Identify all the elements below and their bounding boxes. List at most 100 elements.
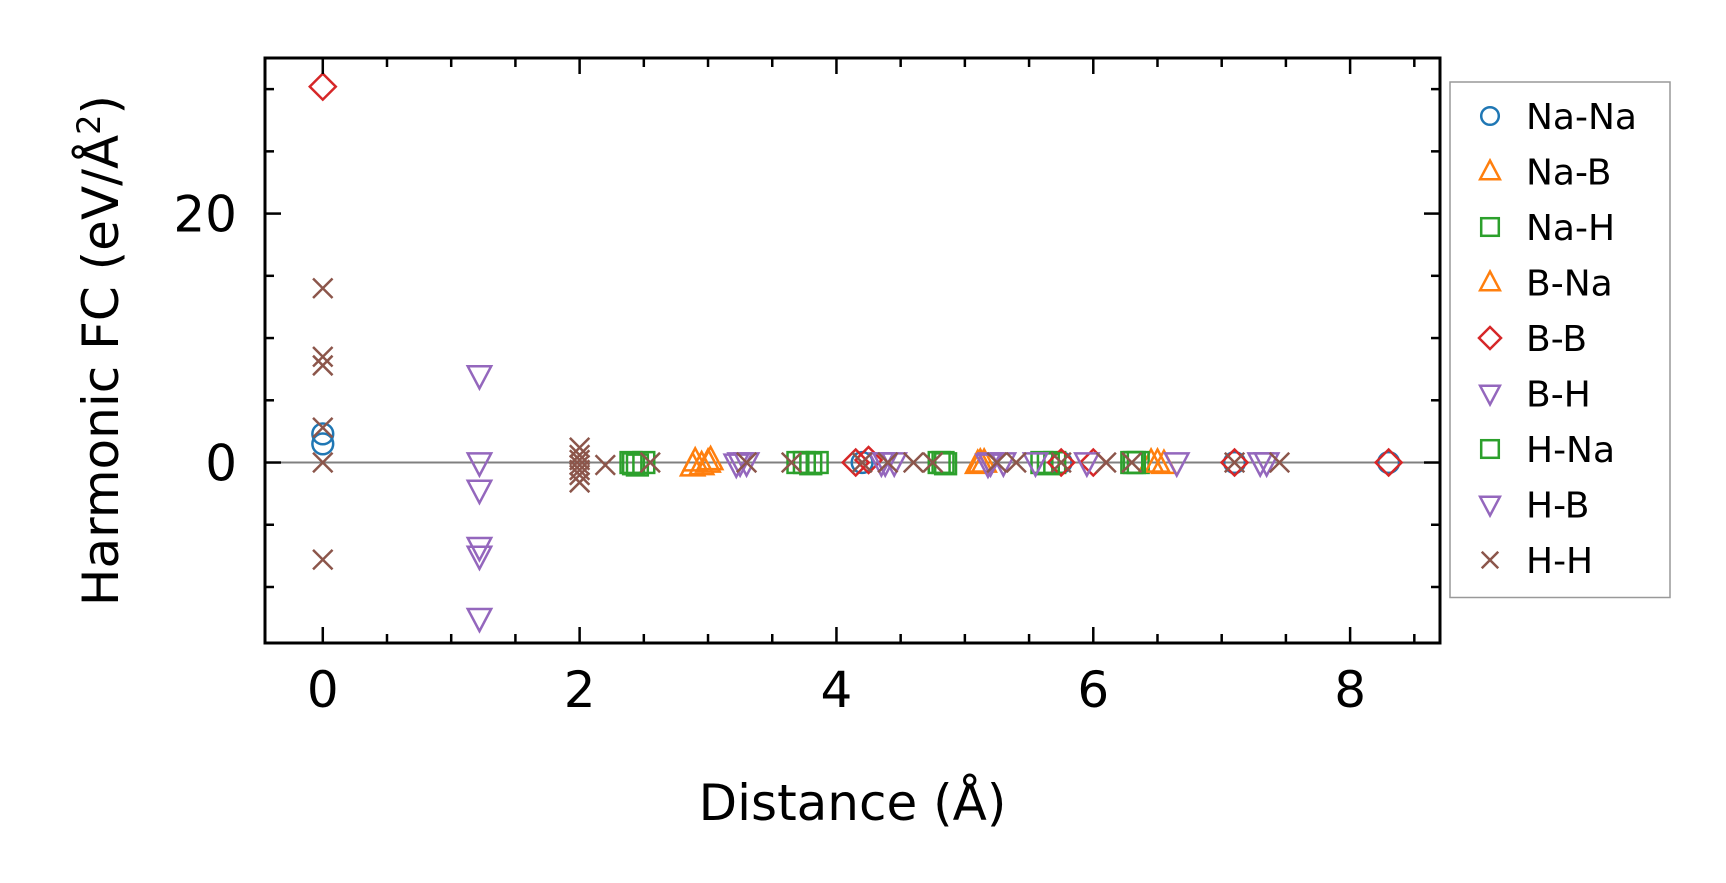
data-point-b-h — [465, 479, 494, 506]
data-point-h-b — [1252, 452, 1281, 479]
plot-area-frame — [263, 56, 1442, 645]
data-point-h-h — [312, 548, 334, 571]
data-point-b-na — [1143, 446, 1172, 473]
tick-labels: 0 2 4 6 8 0 20 — [173, 186, 1366, 719]
data-point-h-h — [568, 471, 591, 494]
data-point-h-na — [792, 450, 816, 475]
x-tick-label: 4 — [821, 661, 853, 719]
legend-item-h-na: H-Na — [1479, 430, 1615, 471]
legend-item-h-h: H-H — [1480, 541, 1593, 582]
data-point-h-h — [568, 444, 591, 466]
legend: Na-Na Na-B Na-H B-Na B-B B-H H-Na H-B H-H — [1449, 81, 1671, 599]
data-point-h-h — [1005, 451, 1027, 474]
data-point-h-h — [1095, 451, 1117, 474]
legend-item-na-b: Na-B — [1478, 153, 1611, 194]
data-point-h-h — [312, 346, 334, 368]
data-point-h-h — [312, 451, 334, 474]
data-point-b-na — [678, 450, 707, 477]
data-point-b-na — [966, 446, 995, 473]
data-point-h-h — [780, 451, 803, 474]
data-point-h-h — [568, 449, 591, 471]
legend-label-na-b: Na-B — [1526, 153, 1611, 194]
data-point-h-h — [568, 454, 591, 476]
data-point-h-h — [312, 277, 334, 299]
data-point-h-h — [312, 354, 334, 377]
x-axis-label: Distance (Å) — [699, 774, 1007, 832]
data-point-b-h — [465, 607, 494, 634]
x-tick-label: 2 — [564, 661, 596, 719]
data-points-layer — [308, 71, 1404, 634]
data-point-b-h — [465, 365, 494, 392]
data-point-b-na — [696, 444, 725, 471]
y-axis-label-main: Harmonic FC (eV/Å — [72, 135, 130, 606]
y-tick-label: 20 — [173, 186, 237, 244]
data-point-b-b — [1046, 447, 1076, 478]
data-point-h-h — [922, 451, 944, 474]
data-point-b-b — [308, 71, 338, 102]
data-point-h-h — [986, 451, 1008, 474]
data-point-na-h — [805, 450, 829, 475]
data-point-b-b — [1373, 447, 1404, 478]
data-point-h-na — [1122, 450, 1147, 475]
series-b-h — [465, 365, 1274, 634]
data-point-b-b — [840, 447, 871, 478]
y-axis-label-superscript: 2 — [70, 114, 108, 134]
data-point-h-h — [1050, 451, 1072, 474]
legend-label-h-b: H-B — [1526, 486, 1589, 527]
series-b-na — [678, 444, 1172, 477]
legend-item-h-b: H-B — [1478, 486, 1589, 527]
legend-marker-b-na — [1478, 268, 1502, 292]
x-tick-label: 0 — [307, 661, 339, 719]
data-point-b-h — [465, 452, 494, 479]
data-point-h-h — [594, 454, 616, 476]
legend-label-h-h: H-H — [1526, 541, 1593, 582]
legend-label-b-h: B-H — [1526, 375, 1591, 416]
data-point-b-h — [465, 545, 494, 572]
data-point-h-h — [1223, 451, 1246, 474]
legend-label-na-h: Na-H — [1526, 208, 1615, 249]
data-point-na-na — [1376, 450, 1401, 475]
data-point-h-h — [568, 464, 591, 486]
data-point-na-na — [1222, 450, 1247, 475]
data-point-b-h — [465, 536, 494, 563]
data-point-b-b — [1219, 447, 1250, 478]
legend-item-na-h: Na-H — [1479, 208, 1615, 249]
legend-label-na-na: Na-Na — [1526, 97, 1637, 138]
data-point-h-h — [877, 451, 899, 474]
y-axis-label-close: ) — [72, 95, 130, 115]
legend-marker-h-na — [1479, 438, 1501, 460]
data-point-h-h — [1268, 451, 1291, 474]
legend-marker-h-b — [1478, 495, 1502, 519]
data-point-h-h — [902, 451, 925, 474]
legend-marker-na-b — [1478, 157, 1502, 181]
series-h-h — [312, 277, 1291, 571]
legend-item-b-na: B-Na — [1478, 264, 1613, 305]
data-point-na-h — [799, 452, 823, 476]
legend-item-b-b: B-B — [1477, 319, 1587, 360]
axis-ticks — [265, 58, 1440, 643]
legend-marker-b-h — [1478, 384, 1502, 408]
y-tick-label: 0 — [205, 435, 237, 493]
y-axis-label: Harmonic FC (eV/Å2) — [70, 95, 130, 606]
legend-item-b-h: B-H — [1478, 375, 1591, 416]
data-point-h-na — [621, 452, 646, 476]
legend-marker-na-na — [1479, 105, 1501, 127]
data-point-h-b — [1073, 452, 1101, 479]
data-point-b-b — [853, 445, 884, 475]
data-point-h-h — [1121, 451, 1143, 474]
data-point-h-h — [735, 451, 758, 474]
series-b-b — [308, 71, 1404, 478]
x-tick-label: 8 — [1334, 661, 1366, 719]
data-point-na-na — [311, 422, 335, 446]
data-point-h-h — [312, 417, 334, 439]
data-point-h-h — [851, 451, 873, 474]
legend-marker-h-h — [1480, 550, 1500, 570]
x-tick-label: 6 — [1077, 661, 1109, 719]
legend-items: Na-Na Na-B Na-H B-Na B-B B-H H-Na H-B H-H — [1477, 97, 1637, 582]
data-point-na-na — [311, 432, 335, 456]
legend-marker-na-h — [1479, 216, 1501, 238]
data-point-h-b — [1021, 452, 1050, 479]
legend-label-b-na: B-Na — [1526, 264, 1613, 305]
data-point-b-h — [1162, 452, 1191, 479]
